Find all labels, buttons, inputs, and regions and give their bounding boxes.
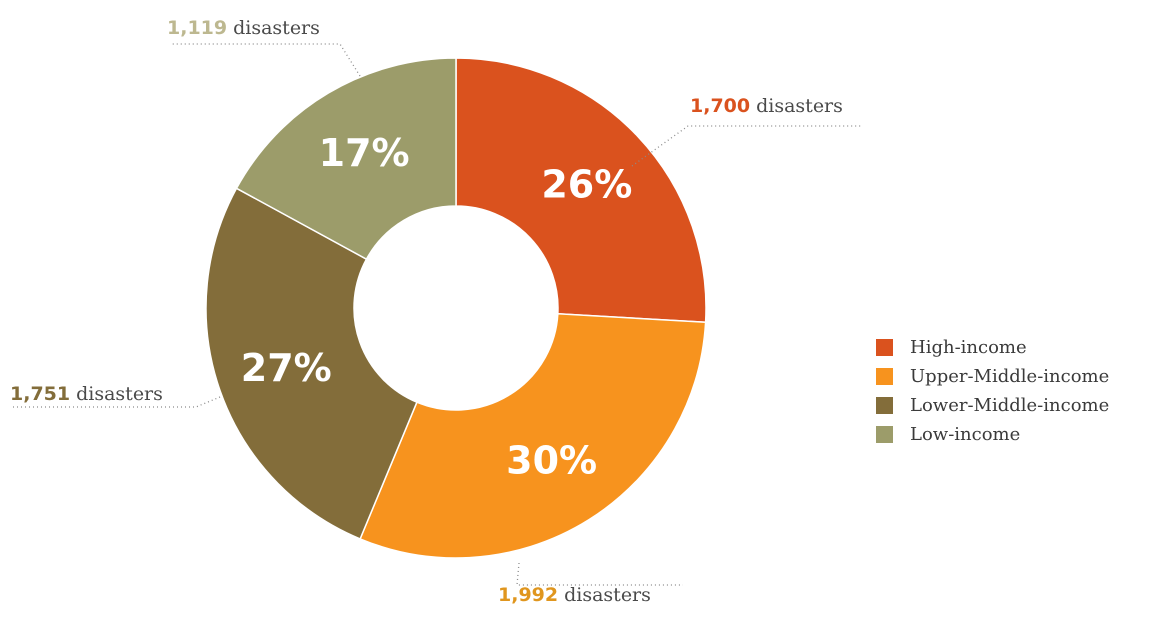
count-callout-high-income: 1,700 disasters bbox=[690, 95, 843, 117]
legend-label: Lower-Middle-income bbox=[910, 395, 1110, 416]
legend-item-low-income: Low-income bbox=[876, 420, 1163, 449]
leader-line-high-income bbox=[631, 125, 862, 167]
slice-low-income bbox=[235, 57, 457, 261]
count-callout-lower-middle-income: 1,751 disasters bbox=[10, 383, 163, 405]
leader-line-lower-middle-income bbox=[12, 396, 221, 408]
slice-high-income bbox=[455, 57, 707, 324]
leader-lines bbox=[12, 43, 862, 586]
count-callout-upper-middle-income: 1,992 disasters bbox=[498, 584, 651, 606]
leader-line-low-income bbox=[170, 43, 361, 77]
legend-label: Low-income bbox=[910, 424, 1021, 445]
percent-label-upper-middle-income: 30% bbox=[506, 438, 597, 482]
count-unit: disasters bbox=[76, 383, 163, 405]
count-value: 1,119 bbox=[167, 17, 227, 39]
legend-swatch bbox=[876, 397, 893, 414]
legend-item-upper-middle-income: Upper-Middle-income bbox=[876, 362, 1163, 391]
slice-upper-middle-income bbox=[359, 313, 707, 559]
legend-item-lower-middle-income: Lower-Middle-income bbox=[876, 391, 1163, 420]
count-value: 1,700 bbox=[690, 95, 750, 117]
legend-swatch bbox=[876, 368, 893, 385]
count-unit: disasters bbox=[564, 584, 651, 606]
count-unit: disasters bbox=[756, 95, 843, 117]
legend-swatch bbox=[876, 426, 893, 443]
count-value: 1,751 bbox=[10, 383, 70, 405]
count-value: 1,992 bbox=[498, 584, 558, 606]
count-callout-low-income: 1,119 disasters bbox=[167, 17, 320, 39]
slice-lower-middle-income bbox=[205, 187, 418, 540]
legend-label: Upper-Middle-income bbox=[910, 366, 1110, 387]
percent-label-low-income: 17% bbox=[319, 131, 410, 175]
count-unit: disasters bbox=[233, 17, 320, 39]
percent-labels: 26% 30% 27% 17% bbox=[241, 131, 633, 482]
legend-label: High-income bbox=[910, 337, 1027, 358]
legend-swatch bbox=[876, 339, 893, 356]
legend: High-income Upper-Middle-income Lower-Midd… bbox=[876, 333, 1163, 449]
slices bbox=[205, 57, 707, 559]
percent-label-lower-middle-income: 27% bbox=[241, 346, 332, 390]
count-callouts: 1,700 disasters 1,992 disasters 1,751 disaste… bbox=[10, 17, 843, 606]
percent-label-high-income: 26% bbox=[541, 162, 632, 206]
legend-item-high-income: High-income bbox=[876, 333, 1163, 362]
leader-line-upper-middle-income bbox=[516, 562, 683, 586]
